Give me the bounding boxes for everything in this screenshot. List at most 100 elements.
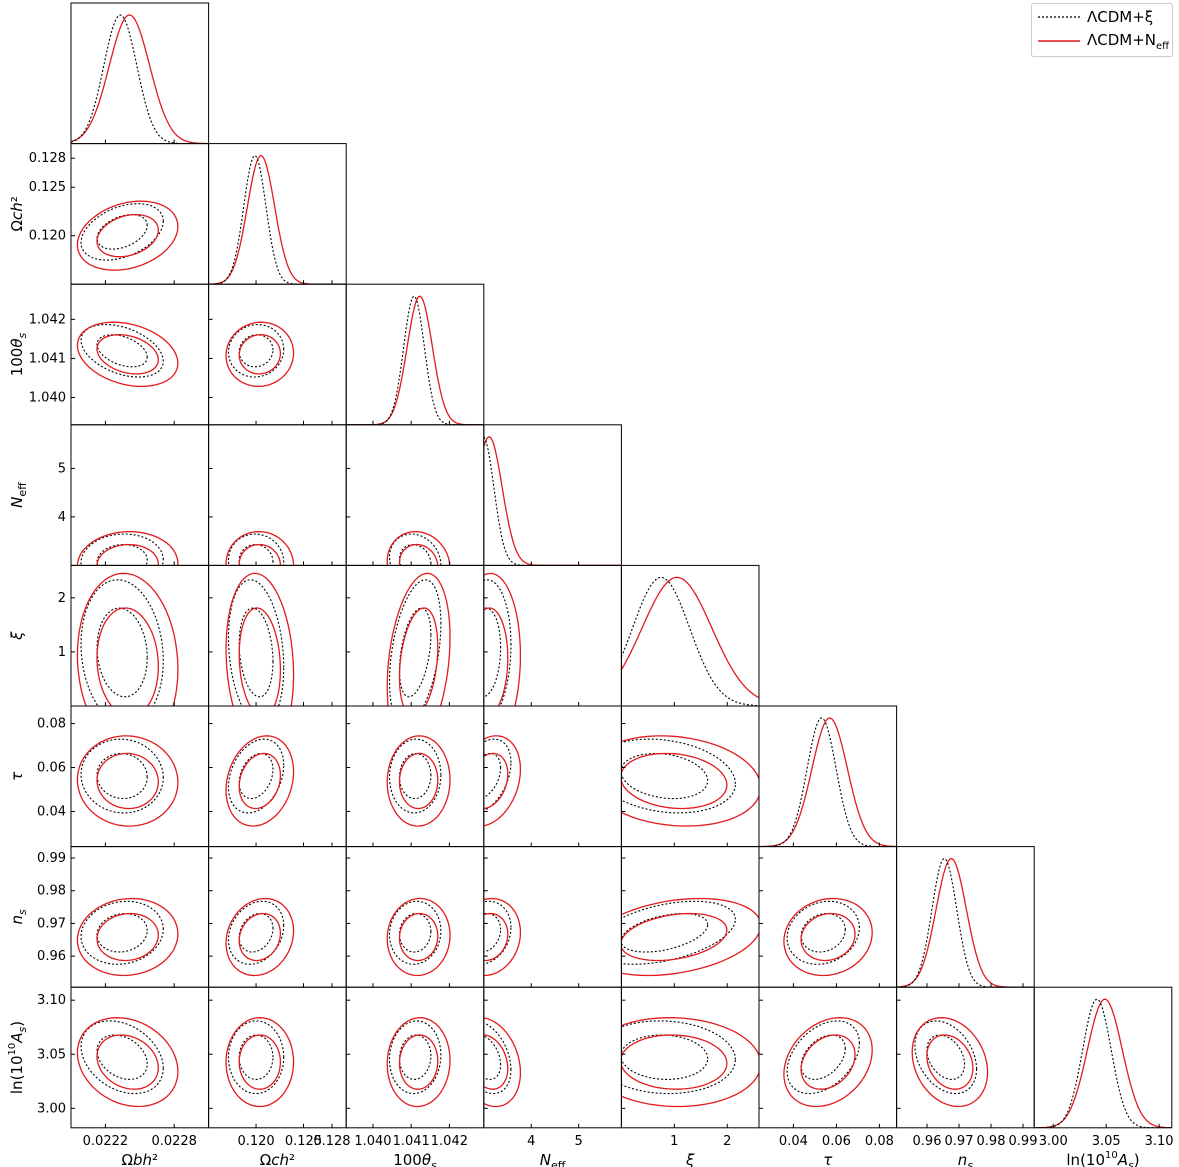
panel-frame	[70, 283, 210, 426]
x-tick-label: 0.06	[822, 1134, 851, 1149]
y-tick-label: 4	[58, 510, 66, 525]
panel-content	[76, 1017, 179, 1108]
contour-xi	[227, 900, 285, 965]
y-tick-label: 3.10	[37, 993, 66, 1008]
panel-frame	[208, 986, 347, 1129]
contour-neff	[76, 200, 179, 271]
contour-xi	[80, 738, 164, 814]
x-tick-label: 0.0228	[151, 1134, 197, 1149]
y-tick-label: 0.125	[29, 180, 66, 195]
contour-neff	[926, 1034, 974, 1090]
panel-as-och2	[208, 986, 347, 1129]
y-tick-label: 0.120	[29, 229, 66, 244]
panel-frame	[208, 424, 347, 566]
x-axis-label-ns: ns	[958, 1151, 974, 1167]
contour-neff	[386, 530, 451, 566]
panel-content	[621, 1017, 760, 1108]
contour-xi	[398, 1034, 432, 1080]
panel-content	[911, 1017, 989, 1108]
contour-xi	[483, 900, 512, 965]
panel-as-xi	[620, 986, 760, 1129]
panel-content	[386, 897, 451, 977]
panel-tau-tau	[758, 705, 898, 848]
x-tick-label: 1.042	[431, 1134, 468, 1149]
panel-frame	[620, 846, 760, 988]
contour-neff	[225, 897, 295, 977]
contour-neff	[76, 1017, 179, 1108]
y-tick-label: 0.99	[37, 851, 66, 866]
contour-xi	[621, 738, 736, 814]
contour-xi	[800, 913, 846, 953]
marginal-xi	[896, 858, 1035, 988]
x-axis-label-tau: τ	[823, 1151, 833, 1167]
marginal-xi	[1034, 998, 1172, 1128]
contour-xi	[388, 579, 442, 707]
contour-xi	[238, 752, 274, 800]
contour-neff	[96, 543, 159, 566]
panel-ns-ns	[896, 846, 1035, 988]
panel-tau-och2	[208, 705, 347, 848]
y-tick-label: 0.04	[37, 804, 66, 819]
contour-neff	[911, 1017, 989, 1108]
y-tick-label: 0.08	[37, 717, 66, 732]
contour-neff	[386, 572, 451, 707]
y-tick-label: 0.128	[29, 151, 66, 166]
contour-xi	[227, 324, 285, 378]
contour-neff	[483, 912, 509, 962]
contour-xi	[926, 1034, 966, 1080]
contour-xi	[483, 1022, 512, 1095]
contour-neff	[800, 912, 856, 962]
panel-content	[76, 735, 179, 827]
panel-as-obh2	[70, 986, 210, 1129]
panel-content	[208, 154, 347, 285]
contour-neff	[76, 735, 179, 827]
panel-xi-theta	[345, 564, 485, 707]
contour-xi	[398, 913, 432, 953]
contour-neff	[96, 1034, 159, 1090]
panel-frame	[483, 564, 622, 707]
panel-content	[483, 897, 522, 977]
contour-neff	[483, 572, 522, 707]
y-tick-label: 1.040	[29, 390, 66, 405]
contour-xi	[96, 214, 148, 250]
contour-xi	[621, 1034, 709, 1080]
panel-ns-obh2	[70, 846, 210, 988]
contour-neff	[483, 1034, 509, 1090]
contour-neff	[238, 912, 282, 962]
panel-as-as	[1033, 986, 1173, 1129]
legend-label: ΛCDM+Neff	[1087, 31, 1169, 52]
contour-xi	[483, 579, 512, 707]
contour-neff	[238, 752, 282, 810]
x-tick-label: 1	[670, 1134, 678, 1149]
contour-xi	[398, 544, 432, 566]
panel-ns-xi	[620, 846, 760, 988]
panel-content	[483, 436, 622, 566]
legend: ΛCDM+ξ ΛCDM+Neff	[1031, 3, 1173, 57]
panel-content	[621, 897, 760, 977]
contour-neff	[238, 334, 282, 375]
contour-xi	[621, 1020, 736, 1095]
y-axis-label-as: ln(1010As)	[7, 1021, 29, 1094]
contour-xi	[388, 1020, 442, 1095]
y-tick-label: 0.06	[37, 761, 66, 776]
contour-xi	[398, 607, 432, 698]
x-tick-label: 1.041	[393, 1134, 430, 1149]
panel-frame	[70, 143, 210, 285]
marginal-neff	[1034, 998, 1172, 1128]
contour-xi	[483, 752, 502, 798]
contour-neff	[76, 572, 179, 707]
contour-neff	[225, 530, 295, 566]
panel-frame	[758, 846, 898, 988]
panel-ns-neff	[483, 846, 622, 988]
legend-item-lcdm-xi: ΛCDM+ξ	[1038, 7, 1153, 27]
panel-content	[386, 530, 451, 566]
contour-neff	[783, 1017, 873, 1108]
contour-xi	[621, 752, 709, 800]
contour-xi	[80, 579, 164, 707]
panel-as-theta	[345, 986, 485, 1129]
panel-as-tau	[758, 986, 898, 1129]
contour-neff	[621, 735, 760, 827]
panel-frame	[758, 705, 898, 848]
contour-xi	[621, 913, 709, 953]
